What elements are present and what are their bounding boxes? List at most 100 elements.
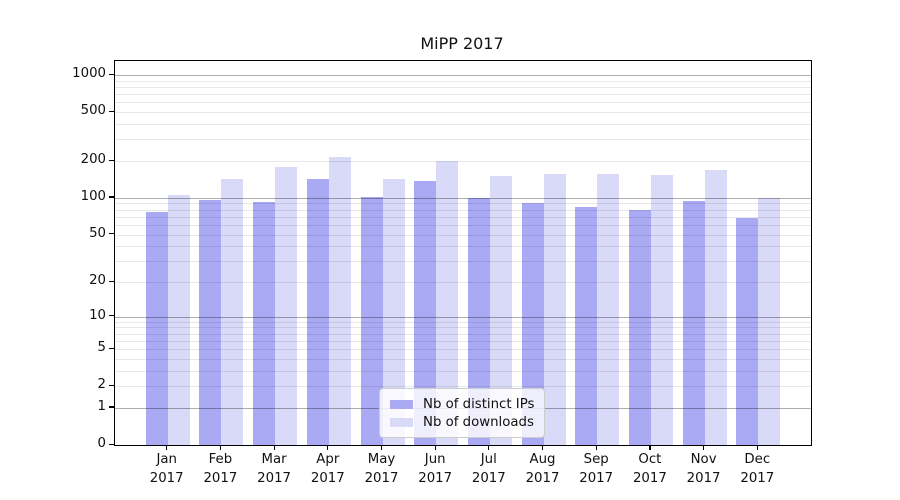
x-tick-mark-feb bbox=[219, 445, 222, 451]
x-tick-label-feb: Feb 2017 bbox=[203, 452, 238, 486]
legend-label-downloads: Nb of downloads bbox=[423, 415, 534, 430]
y-tick-label-5: 5 bbox=[97, 340, 106, 356]
x-tick-label-dec: Dec 2017 bbox=[740, 452, 775, 486]
x-tick-mark-oct bbox=[649, 445, 651, 451]
x-tick-label-may: May 2017 bbox=[364, 452, 399, 486]
bar-distinct-ips-apr bbox=[306, 179, 329, 445]
y-tick-mark-200 bbox=[109, 159, 114, 161]
chart-title: MiPP 2017 bbox=[420, 34, 504, 53]
bar-distinct-ips-jan bbox=[145, 212, 168, 445]
bar-distinct-ips-sep bbox=[575, 206, 598, 445]
bar-downloads-sep bbox=[597, 174, 620, 445]
y-tick-mark-0 bbox=[109, 443, 114, 445]
x-tick-label-aug: Aug 2017 bbox=[525, 452, 560, 486]
bar-distinct-ips-jun bbox=[414, 181, 437, 445]
legend-swatch-downloads bbox=[390, 418, 413, 427]
x-tick-label-oct: Oct 2017 bbox=[632, 452, 667, 486]
y-tick-mark-1000 bbox=[109, 73, 114, 75]
y-tick-label-2: 2 bbox=[97, 377, 106, 393]
legend-entry-distinct-ips: Nb of distinct IPs bbox=[390, 396, 534, 413]
gridline-minor-80 bbox=[115, 209, 811, 211]
x-tick-mark-may bbox=[381, 445, 383, 451]
bar-downloads-jul bbox=[489, 176, 512, 445]
gridline-minor-2 bbox=[115, 386, 811, 388]
x-tick-mark-apr bbox=[327, 445, 329, 451]
x-tick-label-apr: Apr 2017 bbox=[310, 452, 345, 486]
gridline-minor-8 bbox=[115, 327, 811, 329]
gridline-minor-300 bbox=[115, 139, 811, 141]
y-tick-label-1: 1 bbox=[97, 398, 106, 414]
y-tick-mark-50 bbox=[109, 233, 114, 235]
gridline-minor-40 bbox=[115, 246, 811, 248]
x-tick-mark-aug bbox=[542, 445, 544, 451]
bar-downloads-feb bbox=[221, 178, 244, 445]
gridline-minor-800 bbox=[115, 87, 811, 88]
x-tick-mark-jul bbox=[488, 445, 490, 451]
bar-downloads-nov bbox=[704, 170, 727, 445]
gridline-minor-4 bbox=[115, 358, 811, 360]
x-tick-label-jul: Jul 2017 bbox=[471, 452, 506, 486]
gridline-minor-5 bbox=[115, 349, 811, 351]
x-tick-mark-dec bbox=[756, 445, 758, 451]
gridline-major-100 bbox=[115, 197, 811, 199]
gridline-major-10 bbox=[115, 316, 811, 318]
y-tick-mark-10 bbox=[109, 315, 114, 317]
gridline-minor-20 bbox=[115, 282, 811, 283]
bar-downloads-may bbox=[382, 178, 405, 445]
bar-distinct-ips-aug bbox=[521, 202, 544, 445]
gridline-minor-7 bbox=[115, 333, 811, 335]
gridline-minor-70 bbox=[115, 216, 811, 218]
bar-downloads-jan bbox=[167, 195, 190, 445]
gridline-minor-3 bbox=[115, 370, 811, 372]
gridline-minor-400 bbox=[115, 124, 811, 125]
legend-swatch-distinct-ips bbox=[390, 400, 413, 409]
bar-downloads-jun bbox=[436, 161, 459, 445]
y-tick-mark-20 bbox=[109, 280, 114, 282]
y-tick-mark-100 bbox=[109, 196, 114, 198]
y-tick-mark-2 bbox=[109, 384, 114, 386]
y-tick-label-100: 100 bbox=[80, 188, 106, 204]
gridline-minor-6 bbox=[115, 340, 811, 342]
x-tick-label-jan: Jan 2017 bbox=[149, 452, 184, 486]
legend-label-distinct-ips: Nb of distinct IPs bbox=[423, 397, 535, 412]
bar-distinct-ips-feb bbox=[199, 199, 222, 445]
x-tick-label-sep: Sep 2017 bbox=[579, 452, 614, 486]
bar-distinct-ips-nov bbox=[682, 201, 705, 445]
y-tick-label-10: 10 bbox=[89, 307, 106, 323]
bar-distinct-ips-oct bbox=[628, 209, 651, 445]
bar-distinct-ips-dec bbox=[736, 218, 759, 445]
x-tick-label-mar: Mar 2017 bbox=[257, 452, 292, 486]
bar-downloads-oct bbox=[650, 174, 673, 445]
gridline-minor-30 bbox=[115, 261, 811, 263]
y-tick-label-500: 500 bbox=[80, 103, 106, 119]
gridline-minor-50 bbox=[115, 234, 811, 236]
y-tick-mark-500 bbox=[109, 110, 114, 112]
gridline-minor-500 bbox=[115, 112, 811, 114]
x-tick-mark-mar bbox=[273, 445, 275, 451]
x-tick-mark-jan bbox=[166, 445, 168, 451]
gridline-minor-60 bbox=[115, 224, 811, 226]
y-tick-label-50: 50 bbox=[89, 225, 106, 241]
y-tick-mark-1 bbox=[109, 406, 114, 408]
bar-distinct-ips-jul bbox=[467, 197, 490, 445]
bar-downloads-apr bbox=[328, 157, 351, 445]
legend-entry-downloads: Nb of downloads bbox=[390, 414, 534, 431]
y-tick-label-200: 200 bbox=[80, 152, 106, 167]
legend: Nb of distinct IPs Nb of downloads bbox=[379, 388, 545, 438]
x-tick-mark-nov bbox=[703, 445, 705, 451]
gridline-minor-700 bbox=[115, 94, 811, 96]
gridline-major-1000 bbox=[115, 75, 811, 76]
gridline-minor-90 bbox=[115, 203, 811, 205]
x-tick-label-jun: Jun 2017 bbox=[418, 452, 453, 486]
gridline-minor-600 bbox=[115, 102, 811, 104]
gridline-minor-200 bbox=[115, 161, 811, 162]
y-tick-label-20: 20 bbox=[89, 273, 106, 288]
y-tick-label-0: 0 bbox=[97, 436, 106, 451]
x-tick-mark-jun bbox=[434, 445, 436, 451]
bar-downloads-aug bbox=[543, 173, 566, 445]
gridline-minor-900 bbox=[115, 80, 811, 82]
y-tick-label-1000: 1000 bbox=[72, 66, 106, 81]
bar-distinct-ips-may bbox=[360, 196, 383, 445]
bar-distinct-ips-mar bbox=[253, 201, 276, 445]
